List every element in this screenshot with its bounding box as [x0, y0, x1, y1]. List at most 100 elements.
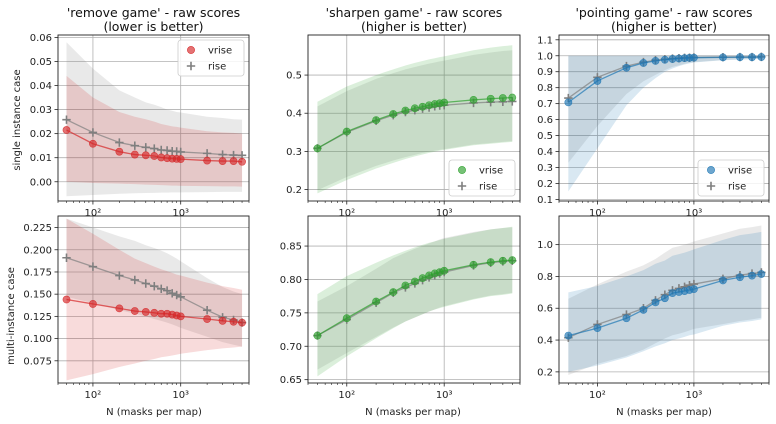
y-tick-label: 0.3 [537, 163, 553, 174]
legend-marker-rise [706, 181, 716, 191]
y-tick-label: 0.75 [280, 308, 302, 319]
vrise-point [229, 157, 238, 165]
y-tick-label: 0.225 [23, 223, 52, 234]
x-tick-label: 10² [338, 390, 355, 401]
legend: vrise rise [697, 159, 765, 197]
y-tick-label: 0.2 [537, 179, 553, 190]
legend-label-vrise: vrise [208, 46, 232, 57]
rise-point [62, 115, 71, 124]
vrise-point [719, 53, 727, 62]
y-tick-label: 0.02 [30, 129, 52, 140]
y-tick-label: 0.85 [280, 242, 302, 253]
y-tick-label: 0.80 [280, 275, 302, 286]
vrise-point [218, 316, 227, 325]
vrise-point [498, 256, 507, 265]
vrise-point [736, 53, 744, 62]
y-tick-label: 0.65 [280, 375, 302, 386]
vrise-point [238, 157, 246, 166]
rise-point [141, 279, 150, 288]
vrise-band [317, 226, 513, 377]
vrise-point [564, 331, 573, 340]
y-tick-label: 0.150 [23, 290, 52, 301]
vrise-band [66, 218, 243, 381]
y-tick-label: 0.06 [30, 33, 52, 44]
vrise-band [568, 55, 762, 192]
vrise-point [389, 110, 398, 118]
panels: 0.00 0.01 0.02 0.03 0.04 0.05 0.06 10² 10³ 'remov… [23, 5, 770, 401]
rise-point [176, 292, 185, 302]
rise-point [62, 253, 71, 262]
vrise-point [372, 116, 380, 124]
panel-title: 'sharpen game' - raw scores [326, 5, 503, 20]
vrise-point [440, 266, 449, 275]
vrise-point [668, 289, 677, 298]
vrise-point [564, 98, 573, 107]
y-tick-label: 0.01 [30, 153, 52, 164]
legend-marker-vrise [458, 166, 466, 174]
vrise-point [130, 150, 139, 159]
vrise-band [66, 75, 243, 187]
x-tick-label: 10² [85, 208, 102, 219]
rise-point [130, 275, 140, 285]
vrise-point [176, 155, 185, 164]
vrise-point [651, 298, 660, 307]
y-tick-label: 0.4 [537, 147, 553, 158]
x-tick-label: 10³ [436, 208, 453, 219]
vrise-point [130, 307, 139, 315]
vrise-point [89, 139, 97, 148]
panel-subtitle: (higher is better) [361, 19, 467, 34]
vrise-point [150, 152, 159, 160]
vrise-point [719, 276, 727, 285]
rise-point [202, 305, 212, 315]
vrise-point [622, 63, 631, 72]
x-tick-label: 10² [85, 390, 102, 401]
vrise-point [141, 151, 150, 160]
vrise-point [342, 127, 351, 136]
x-tick-label: 10³ [436, 390, 453, 401]
vrise-point [622, 314, 631, 323]
vrise-point [593, 77, 602, 85]
vrise-point [508, 256, 517, 264]
rise-point [202, 149, 212, 158]
rise-point [172, 290, 181, 300]
vrise-point [203, 156, 212, 165]
vrise-point [508, 93, 517, 102]
x-tick-label: 10² [589, 390, 606, 401]
vrise-point [660, 55, 669, 64]
panel-remove-single: 0.00 0.01 0.02 0.03 0.04 0.05 0.06 10² 10³ 'remov… [30, 5, 250, 219]
vrise-point [176, 312, 185, 321]
y-tick-label: 0.5 [286, 71, 302, 82]
y-tick-label: 1.0 [537, 51, 553, 62]
rise-point [150, 281, 159, 291]
legend-label-rise: rise [728, 182, 746, 193]
x-tick-label: 10³ [686, 390, 703, 401]
vrise-point [203, 315, 212, 323]
y-tick-label: 0.03 [30, 105, 52, 116]
y-tick-label: 0.2 [286, 185, 302, 196]
y-tick-label: 1.1 [537, 35, 553, 46]
vrise-point [418, 274, 427, 283]
x-tick-label: 10² [338, 208, 355, 219]
vrise-point [410, 104, 419, 113]
x-tick-label: 10³ [172, 390, 189, 401]
y-tick-label: 0.100 [23, 334, 52, 345]
axes-frame [558, 34, 770, 202]
legend-marker-vrise [707, 166, 715, 174]
x-tick-label: 10³ [686, 208, 703, 219]
vrise-point [150, 308, 159, 317]
rise-point [176, 147, 185, 157]
y-tick-label: 0.00 [30, 177, 52, 188]
vrise-point [229, 317, 238, 326]
x-tick-label: 10³ [172, 208, 189, 219]
xlabel-left: N (masks per map) [106, 407, 202, 418]
axes-frame [558, 215, 770, 384]
vrise-point [401, 106, 410, 115]
vrise-point [498, 94, 507, 102]
legend-marker-rise [457, 181, 467, 191]
vrise-point [757, 270, 766, 278]
legend-marker-rise [186, 61, 196, 71]
vrise-point [313, 331, 322, 340]
vrise-point [218, 157, 227, 165]
rise-band [317, 227, 513, 370]
x-tick-label: 10² [589, 208, 606, 219]
